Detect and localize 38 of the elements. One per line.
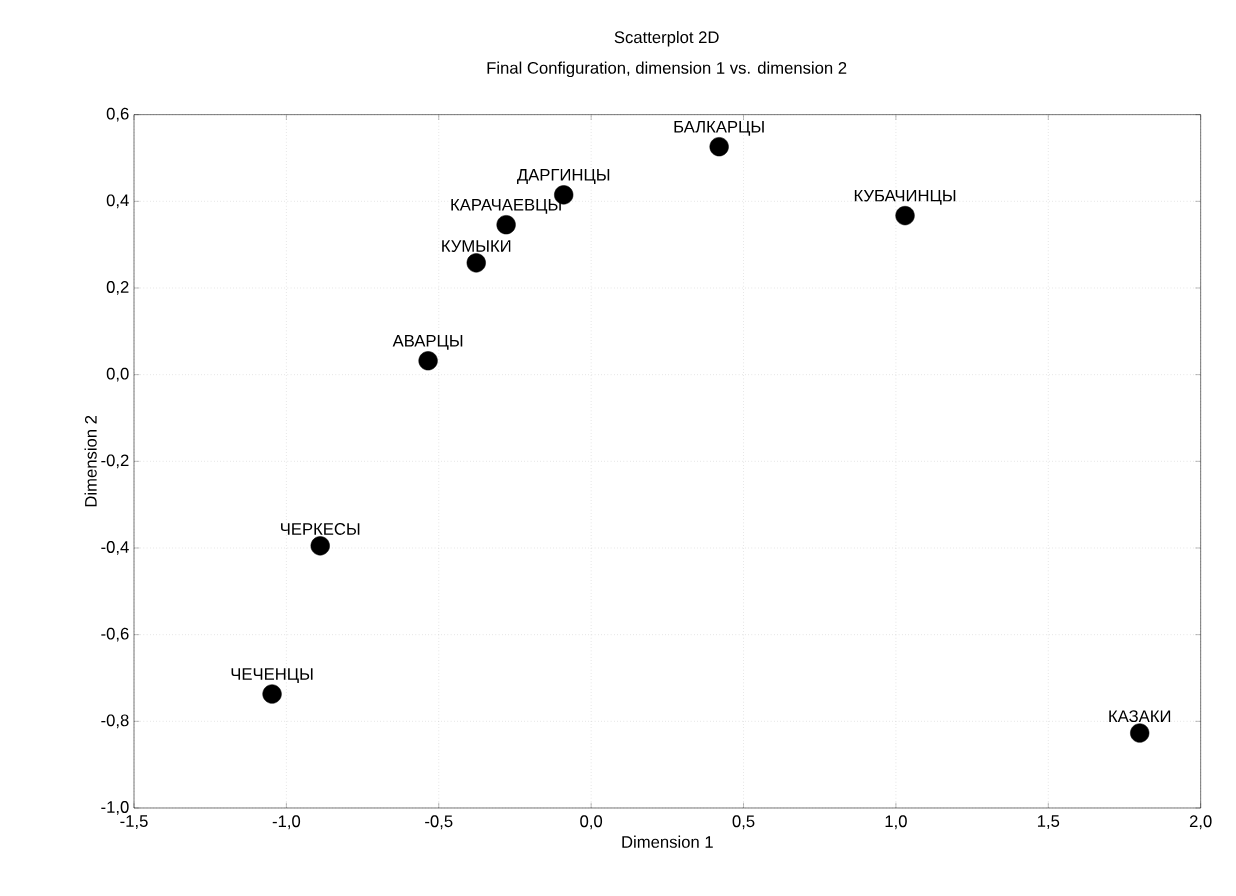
annotation: КУБАЧИНЦЫ bbox=[854, 189, 956, 205]
y-tick-label: 0,6 bbox=[106, 107, 129, 122]
y-tick-label: 0,0 bbox=[106, 367, 129, 382]
chart-title: Scatterplot 2D bbox=[614, 30, 719, 47]
annotation: БАЛКАРЦЫ bbox=[674, 121, 764, 136]
x-axis-title: Dimension 1 bbox=[622, 835, 713, 848]
annotation: ЧЕЧЕНЦЫ bbox=[231, 668, 313, 684]
point bbox=[709, 137, 729, 157]
point bbox=[310, 536, 330, 556]
annotation: КАРАЧАЕВЦЫ bbox=[451, 199, 561, 214]
x-tick-label: 1,5 bbox=[1037, 815, 1060, 829]
y-tick-label: -0,2 bbox=[101, 454, 129, 469]
x-tick-label: 0,0 bbox=[580, 815, 603, 830]
x-tick-label: -1,0 bbox=[272, 815, 301, 830]
x-tick-label: -1,5 bbox=[120, 815, 148, 829]
annotation: АВАРЦЫ bbox=[392, 335, 463, 350]
point bbox=[1130, 723, 1150, 743]
x-tick-label: 2,0 bbox=[1189, 815, 1212, 830]
y-tick-label: -0,8 bbox=[101, 714, 129, 729]
point bbox=[496, 215, 516, 235]
x-tick-label: 1,0 bbox=[885, 815, 907, 830]
y-tick-label: -1,0 bbox=[101, 801, 129, 815]
y-axis-title: Dimension 2 bbox=[84, 415, 97, 507]
point bbox=[895, 206, 915, 226]
x-tick-label: 0,5 bbox=[732, 815, 755, 830]
annotation: ДАРГИНЦЫ bbox=[517, 169, 610, 184]
annotation: ЧЕРКЕСЫ bbox=[281, 523, 360, 535]
y-tick-label: 0,4 bbox=[106, 194, 129, 209]
annotation: КАЗАКИ bbox=[1109, 710, 1171, 723]
chart-subtitle: Final Configuration, dimension 1 vs. dimension 2 bbox=[487, 61, 847, 78]
y-tick-label: -0,4 bbox=[101, 541, 129, 555]
point bbox=[418, 351, 438, 371]
y-tick-label: 0,2 bbox=[106, 281, 129, 295]
point bbox=[262, 684, 282, 704]
y-tick-label: -0,6 bbox=[101, 627, 129, 642]
point bbox=[466, 253, 486, 273]
x-tick-label: -0,5 bbox=[425, 815, 453, 830]
annotation: КУМЫКИ bbox=[442, 240, 511, 252]
